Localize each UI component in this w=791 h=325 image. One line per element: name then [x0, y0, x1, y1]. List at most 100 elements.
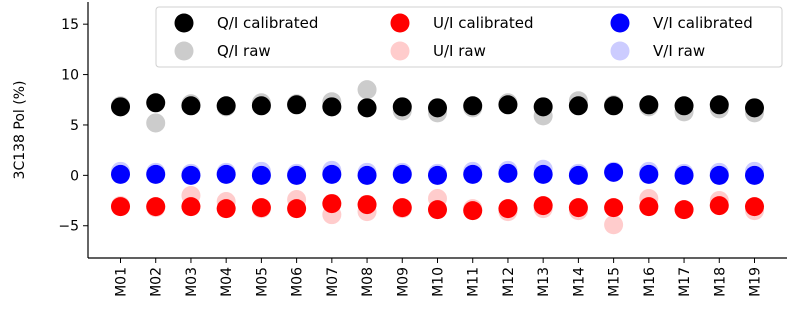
data-point: [392, 164, 412, 184]
data-point: [357, 98, 377, 118]
y-tick-label: 15: [61, 17, 79, 33]
data-point: [322, 97, 342, 117]
legend-label: U/I raw: [433, 42, 486, 60]
data-point: [146, 93, 166, 113]
legend-label: V/I calibrated: [653, 14, 753, 32]
data-point: [287, 199, 307, 219]
data-point: [604, 215, 624, 235]
legend-marker: [390, 13, 410, 33]
data-point: [674, 200, 694, 220]
data-point: [498, 95, 518, 115]
data-point: [568, 198, 588, 218]
series-q-i-calibrated: [111, 93, 764, 118]
x-tick-label: M12: [501, 267, 517, 297]
data-point: [639, 197, 659, 217]
data-point: [216, 199, 236, 219]
y-axis: −5 0 5 10 15: [58, 2, 89, 258]
legend-label: V/I raw: [653, 42, 705, 60]
data-point: [111, 164, 130, 184]
data-point: [181, 197, 201, 217]
x-tick-label: M19: [748, 267, 764, 297]
legend-label: U/I calibrated: [433, 14, 534, 32]
data-point: [428, 200, 447, 220]
x-tick-label: M05: [254, 267, 270, 297]
x-tick-label: M07: [325, 267, 341, 297]
data-point: [428, 98, 447, 118]
data-point: [146, 113, 166, 133]
y-tick-label: 5: [70, 118, 79, 134]
data-point: [251, 198, 271, 218]
data-point: [463, 201, 483, 221]
x-tick-label: M17: [677, 267, 693, 297]
x-tick-label: M02: [149, 267, 165, 297]
x-tick-label: M13: [536, 267, 552, 297]
x-tick-label: M10: [431, 267, 447, 297]
legend-marker: [174, 41, 194, 61]
legend-marker: [610, 41, 630, 61]
data-point: [709, 95, 729, 115]
x-tick-label: M01: [114, 267, 130, 297]
legend-marker: [390, 41, 410, 61]
x-tick-label: M03: [184, 267, 200, 297]
legend-label: Q/I calibrated: [217, 14, 318, 32]
data-point: [181, 96, 201, 116]
data-point: [568, 96, 588, 116]
x-tick-label: M11: [466, 267, 482, 297]
data-point: [533, 164, 553, 184]
legend-marker: [174, 13, 194, 33]
legend: Q/I calibrated U/I calibrated V/I calibrat…: [155, 6, 783, 68]
y-axis-label: 3C138 Pol (%): [12, 81, 28, 180]
y-tick-label: 0: [70, 168, 79, 184]
data-point: [674, 96, 694, 116]
data-point: [745, 98, 764, 118]
x-tick-label: M18: [712, 267, 728, 297]
data-point: [639, 164, 659, 184]
data-point: [745, 165, 764, 185]
data-point: [146, 164, 166, 184]
data-point: [709, 196, 729, 216]
data-point: [146, 197, 166, 217]
data-point: [322, 164, 342, 184]
data-point: [428, 165, 447, 185]
x-tick-label: M04: [219, 267, 235, 297]
y-tick-label: −5: [58, 219, 79, 235]
data-point: [498, 163, 518, 183]
legend-marker: [610, 13, 630, 33]
data-point: [533, 196, 553, 216]
data-point: [357, 195, 377, 215]
data-point: [709, 165, 729, 185]
data-point: [251, 96, 271, 116]
data-point: [251, 165, 271, 185]
data-point: [604, 96, 624, 116]
data-point: [463, 164, 483, 184]
x-tick-label: M08: [360, 267, 376, 297]
x-tick-label: M14: [571, 267, 587, 297]
data-point: [287, 165, 307, 185]
data-point: [392, 198, 412, 218]
data-point: [216, 96, 236, 116]
data-point: [463, 96, 483, 116]
data-point: [604, 198, 624, 218]
data-point: [111, 197, 130, 217]
x-tick-label: M09: [395, 267, 411, 297]
plot-area: [111, 80, 764, 235]
data-point: [111, 97, 130, 117]
data-point: [604, 162, 624, 182]
data-point: [357, 165, 377, 185]
data-point: [216, 164, 236, 184]
data-point: [533, 97, 553, 117]
data-point: [745, 197, 764, 217]
x-tick-label: M15: [607, 267, 623, 297]
data-point: [322, 194, 342, 214]
data-point: [568, 165, 588, 185]
data-point: [639, 95, 659, 115]
data-point: [498, 199, 518, 219]
series-v-i-calibrated: [111, 162, 764, 185]
data-point: [674, 165, 694, 185]
series-u-i-calibrated: [111, 194, 764, 221]
data-point: [357, 80, 377, 100]
data-point: [287, 95, 307, 115]
data-point: [181, 165, 201, 185]
x-axis: M01 M02 M03 M04 M05 M06 M07 M08 M09 M10 M11 M12 M13 M…: [88, 257, 787, 297]
